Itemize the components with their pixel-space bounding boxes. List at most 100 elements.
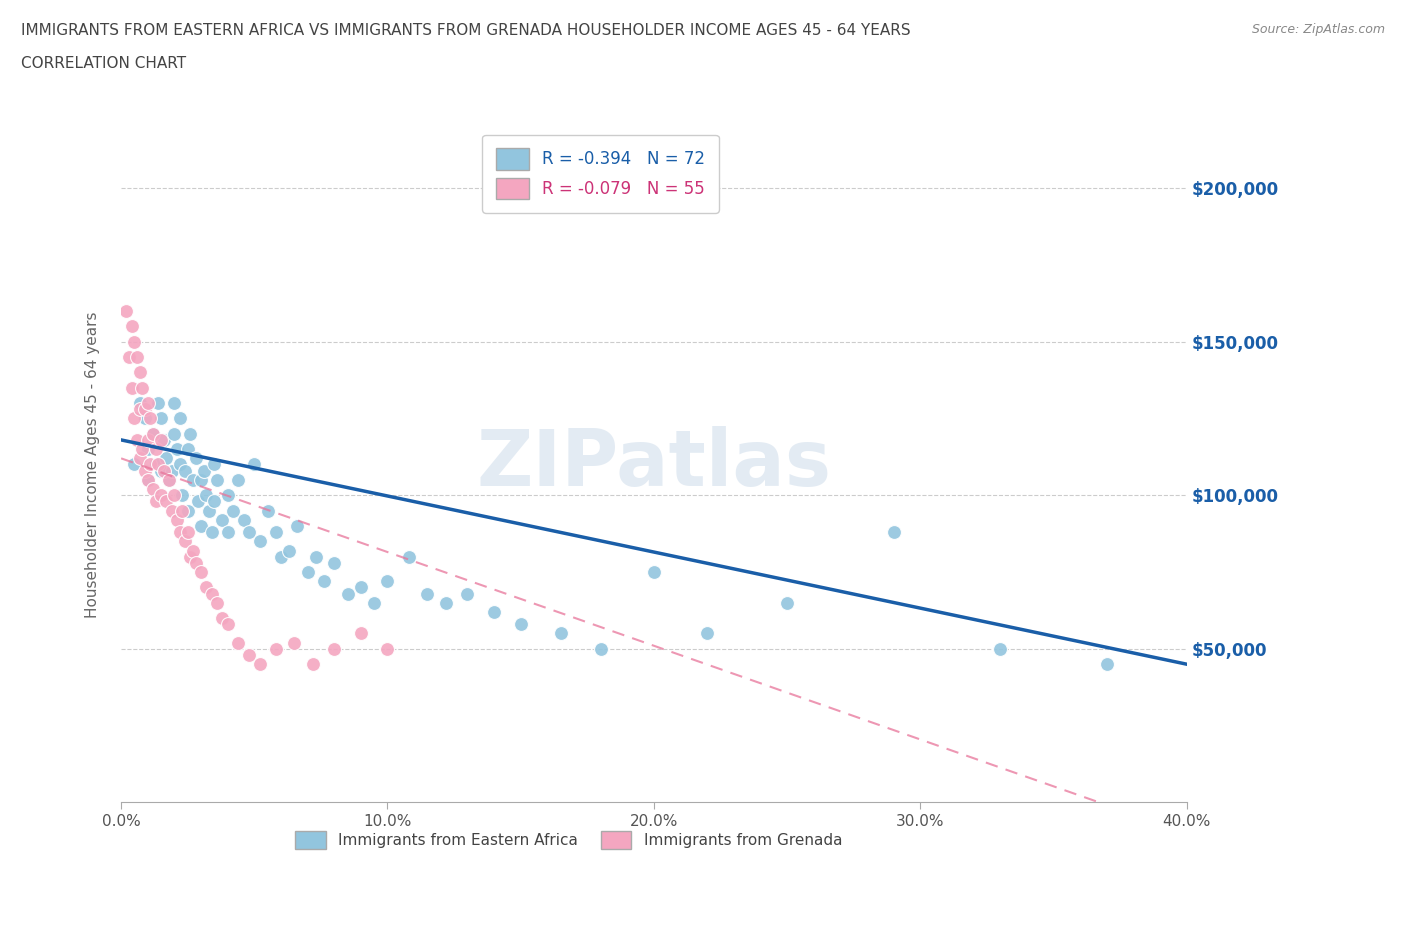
Point [434, 595, 457, 610]
Point [181, 472, 204, 487]
Point [128, 395, 150, 410]
Point [172, 487, 194, 502]
Point [174, 534, 197, 549]
Point [285, 519, 308, 534]
Point [222, 503, 245, 518]
Point [201, 586, 224, 601]
Point [134, 411, 156, 426]
Point [336, 586, 359, 601]
Point [278, 543, 301, 558]
Point [264, 525, 287, 539]
Point [190, 519, 212, 534]
Point [643, 565, 665, 579]
Point [249, 534, 271, 549]
Point [136, 432, 159, 447]
Point [202, 457, 225, 472]
Point [174, 463, 197, 478]
Point [988, 642, 1011, 657]
Point [201, 525, 224, 539]
Point [211, 512, 233, 527]
Point [127, 432, 149, 447]
Point [270, 550, 292, 565]
Point [150, 463, 173, 478]
Point [177, 503, 200, 518]
Point [124, 411, 146, 426]
Point [217, 617, 239, 631]
Point [152, 432, 174, 447]
Point [256, 503, 278, 518]
Point [416, 586, 439, 601]
Point [166, 512, 188, 527]
Point [217, 525, 239, 539]
Point [398, 550, 420, 565]
Point [550, 626, 572, 641]
Point [776, 595, 799, 610]
Point [181, 543, 204, 558]
Point [177, 525, 200, 539]
Point [136, 472, 159, 487]
Point [217, 487, 239, 502]
Point [152, 463, 174, 478]
Point [142, 426, 165, 441]
Point [145, 442, 167, 457]
Point [509, 617, 531, 631]
Point [195, 580, 218, 595]
Text: IMMIGRANTS FROM EASTERN AFRICA VS IMMIGRANTS FROM GRENADA HOUSEHOLDER INCOME AGE: IMMIGRANTS FROM EASTERN AFRICA VS IMMIGR… [21, 23, 911, 38]
Point [139, 457, 162, 472]
Point [136, 442, 159, 457]
Point [172, 503, 194, 518]
Point [163, 395, 186, 410]
Point [157, 472, 180, 487]
Point [155, 494, 177, 509]
Point [148, 395, 170, 410]
Point [139, 411, 162, 426]
Point [456, 586, 478, 601]
Point [177, 442, 200, 457]
Point [323, 555, 346, 570]
Point [124, 457, 146, 472]
Point [297, 565, 319, 579]
Point [131, 380, 153, 395]
Legend: Immigrants from Eastern Africa, Immigrants from Grenada: Immigrants from Eastern Africa, Immigran… [290, 825, 848, 856]
Point [243, 457, 266, 472]
Point [363, 595, 385, 610]
Point [136, 472, 159, 487]
Point [205, 472, 228, 487]
Point [118, 350, 141, 365]
Point [115, 303, 138, 318]
Point [131, 442, 153, 457]
Point [883, 525, 905, 539]
Point [202, 494, 225, 509]
Point [377, 574, 399, 589]
Point [136, 395, 159, 410]
Point [150, 487, 173, 502]
Point [187, 494, 209, 509]
Point [163, 426, 186, 441]
Text: CORRELATION CHART: CORRELATION CHART [21, 56, 186, 71]
Point [350, 626, 373, 641]
Point [304, 550, 326, 565]
Point [121, 380, 143, 395]
Point [169, 411, 191, 426]
Point [193, 463, 215, 478]
Point [179, 426, 201, 441]
Point [142, 482, 165, 497]
Y-axis label: Householder Income Ages 45 - 64 years: Householder Income Ages 45 - 64 years [86, 312, 100, 618]
Point [232, 512, 254, 527]
Point [302, 657, 325, 671]
Point [166, 442, 188, 457]
Point [264, 642, 287, 657]
Point [312, 574, 335, 589]
Point [160, 463, 183, 478]
Point [323, 642, 346, 657]
Point [142, 426, 165, 441]
Point [148, 457, 170, 472]
Point [589, 642, 612, 657]
Point [150, 432, 173, 447]
Point [228, 472, 250, 487]
Point [184, 555, 207, 570]
Point [150, 411, 173, 426]
Point [134, 402, 156, 417]
Point [145, 494, 167, 509]
Point [482, 604, 505, 619]
